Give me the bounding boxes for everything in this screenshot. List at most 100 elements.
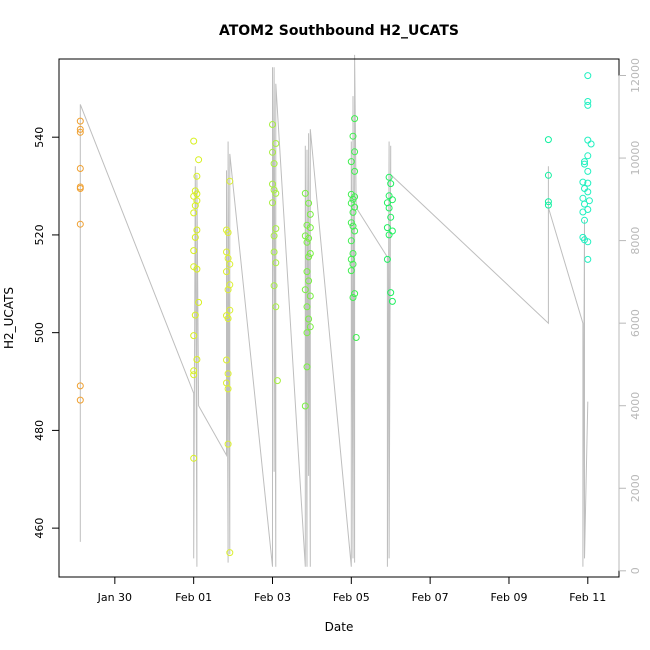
data-point [347,219,355,227]
data-point [351,115,359,123]
data-point [305,234,313,242]
data-point [301,286,309,294]
data-point [226,281,234,289]
data-point [190,371,198,379]
data-point [383,255,391,263]
data-point [544,136,552,144]
data-point [191,233,199,241]
data-point [306,250,314,257]
data-point [584,72,592,80]
data-point [76,117,84,125]
y-tick-label: 520 [33,224,46,245]
x-tick-label: Feb 09 [490,591,527,604]
y2-tick-label: 4000 [629,392,642,420]
data-point [351,148,359,156]
data-point [306,292,314,300]
data-point [387,289,395,297]
data-point [584,179,592,187]
data-point [544,198,552,206]
y2-tick-label: 8000 [629,227,642,255]
altitude-layer [79,54,589,567]
data-point [306,323,314,331]
data-point [76,220,84,228]
data-point [193,226,201,234]
data-point [349,195,357,203]
y2-axis-altitude: 0 2000 4000 6000 8000 10000 12000 [618,58,642,574]
data-point [349,260,357,268]
data-point [191,311,199,319]
data-point [383,224,391,232]
y2-tick-label: 2000 [629,474,642,502]
x-tick-label: Feb 07 [412,591,449,604]
data-point [349,294,357,301]
data-point [76,396,84,404]
y2-tick-label: 0 [629,567,642,574]
data-point [226,177,234,185]
data-point [195,156,203,164]
data-point [76,125,84,133]
x-axis: Jan 30 Feb 01 Feb 03 Feb 05 Feb 07 Feb 09 Feb … [97,576,606,604]
data-point [190,367,198,375]
data-point [349,222,357,230]
y-axis: 460 480 500 520 540 [33,127,60,539]
data-point [272,303,280,311]
data-point [581,158,588,166]
data-point [193,172,201,180]
data-point [226,549,234,557]
data-point [347,255,355,263]
x-axis-label: Date [325,620,354,634]
data-point [76,382,84,390]
y2-tick-label: 10000 [629,141,642,176]
data-point [224,286,232,294]
data-point [581,160,588,168]
data-point [347,237,355,245]
data-point [76,165,84,172]
points-layer [76,72,595,557]
data-point [193,265,201,273]
data-point [76,128,84,136]
x-tick-label: Feb 01 [175,591,212,604]
data-point [270,282,278,290]
y2-tick-label: 6000 [629,309,642,337]
data-point [226,260,234,268]
data-point [351,167,359,175]
data-point [269,121,276,128]
data-point [385,204,393,212]
y-tick-label: 500 [33,322,46,343]
data-point [347,158,355,166]
data-point [306,224,314,232]
data-point [270,232,278,240]
data-point [269,199,276,207]
data-point [273,377,281,385]
data-point [190,454,198,462]
data-point [224,370,232,378]
data-point [587,140,595,148]
data-point [349,208,357,216]
y-axis-label: H2_UCATS [2,287,16,349]
data-point [544,171,552,179]
data-point [581,216,588,224]
data-point [190,209,198,217]
data-point [585,197,593,205]
data-point [224,229,232,236]
data-point [584,238,592,246]
data-point [581,200,588,208]
data-point [303,329,311,337]
data-point [195,298,203,306]
data-point [270,186,278,194]
data-point [270,248,278,256]
data-point [76,185,84,192]
data-point [226,306,234,314]
data-point [224,315,232,322]
data-point [584,98,592,105]
data-point [193,356,201,363]
y2-tick-label: 12000 [629,58,642,93]
data-point [387,213,395,221]
altitude-track-line [79,54,589,567]
data-point [190,137,198,145]
data-point [306,210,314,218]
data-point [224,440,232,448]
data-point [272,225,280,233]
